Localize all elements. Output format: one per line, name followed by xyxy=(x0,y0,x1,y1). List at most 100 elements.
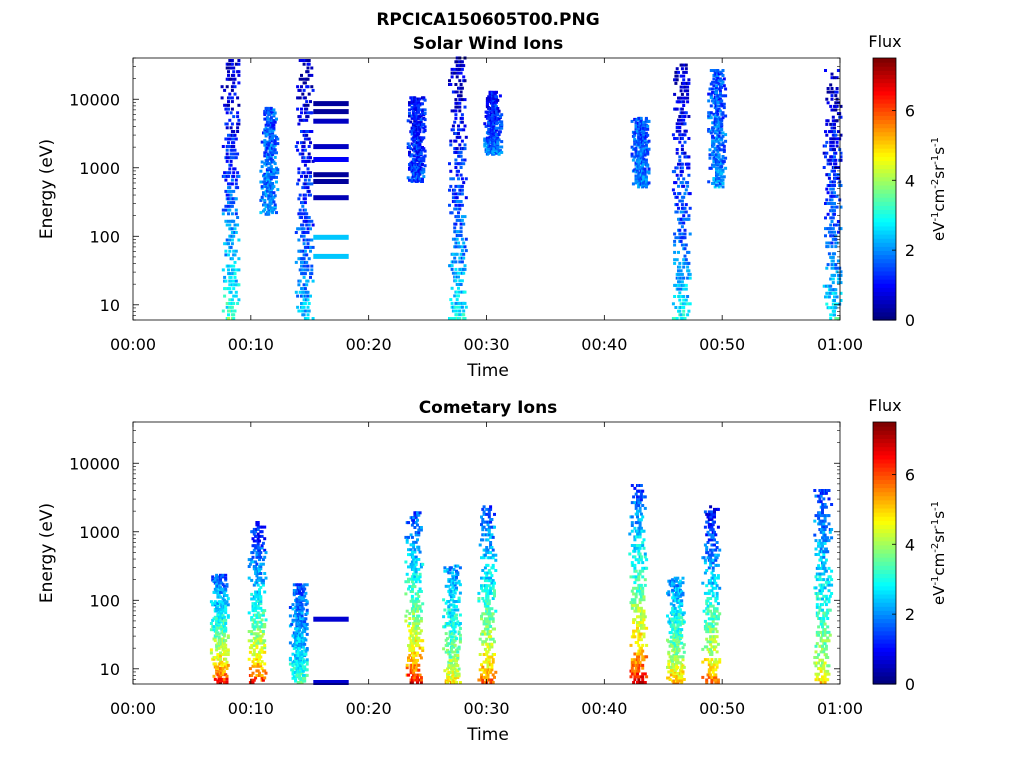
cometary-pixel xyxy=(224,646,228,650)
solar-wind-colorbar-step xyxy=(873,135,896,141)
solar-wind-pixel xyxy=(708,153,712,157)
cometary-pixel xyxy=(409,599,413,603)
cometary-pixel xyxy=(419,526,423,529)
cometary-pixel xyxy=(225,677,229,681)
cometary-pixel xyxy=(219,654,222,658)
solar-wind-pixel xyxy=(298,118,302,122)
cometary-pixel xyxy=(254,590,258,594)
solar-wind-pixel xyxy=(825,302,829,306)
cometary-pixel xyxy=(443,566,447,570)
cometary-pixel xyxy=(481,597,485,600)
cometary-pixel xyxy=(301,673,305,677)
cometary-pixel xyxy=(453,677,457,681)
cometary-pixel xyxy=(448,650,452,654)
solar-wind-pixel xyxy=(682,74,686,78)
cometary-pixel xyxy=(412,516,416,520)
solar-wind-pixel xyxy=(491,117,495,121)
cometary-pixel xyxy=(414,673,418,677)
cometary-pixel xyxy=(452,640,456,644)
cometary-pixel xyxy=(453,578,457,582)
solar-wind-pixel xyxy=(675,166,679,170)
cometary-pixel xyxy=(483,632,487,636)
solar-wind-pixel xyxy=(496,112,500,116)
cometary-pixel xyxy=(247,611,251,615)
solar-wind-pixel xyxy=(830,263,834,267)
cometary-pixel xyxy=(404,580,408,584)
cometary-pixel xyxy=(292,662,296,666)
solar-wind-pixel xyxy=(418,172,422,176)
cometary-pixel xyxy=(452,589,456,593)
solar-wind-pixel xyxy=(303,287,307,291)
solar-wind-pixel xyxy=(713,97,717,101)
cometary-pixel xyxy=(453,635,457,639)
solar-wind-pixel xyxy=(230,85,234,89)
cometary-pixel xyxy=(485,584,489,588)
cometary-pixel xyxy=(638,552,642,556)
cometary-pixel xyxy=(419,629,423,633)
cometary-pixel xyxy=(413,513,417,517)
cometary-pixel xyxy=(260,667,264,671)
cometary-pixel xyxy=(633,652,637,656)
solar-wind-pixel xyxy=(459,252,463,256)
solar-wind-pixel xyxy=(223,103,227,107)
solar-wind-pixel xyxy=(264,143,268,147)
cometary-pixel xyxy=(485,551,489,555)
cometary-pixel xyxy=(477,597,481,600)
solar-wind-pixel xyxy=(713,124,717,128)
cometary-pixel xyxy=(216,681,220,684)
cometary-pixel xyxy=(485,622,489,626)
cometary-pixel xyxy=(226,597,230,601)
solar-wind-pixel xyxy=(686,184,690,188)
cometary-pixel xyxy=(209,648,213,652)
cometary-pixel xyxy=(408,644,412,648)
solar-wind-pixel xyxy=(677,184,680,188)
cometary-pixel xyxy=(629,675,633,679)
cometary-pixel xyxy=(633,678,637,682)
cometary-pixel xyxy=(259,572,263,575)
solar-wind-pixel xyxy=(451,177,455,181)
solar-wind-colorbar-step xyxy=(873,172,896,178)
cometary-pixel xyxy=(633,635,637,639)
solar-wind-pixel xyxy=(717,185,721,189)
solar-wind-pixel xyxy=(423,112,427,115)
cometary-pixel xyxy=(633,675,637,679)
solar-wind-pixel xyxy=(232,201,236,205)
cometary-pixel xyxy=(483,589,487,593)
cometary-pixel xyxy=(256,544,260,548)
cometary-pixel xyxy=(226,648,230,652)
solar-wind-pixel xyxy=(713,156,717,160)
solar-wind-burst xyxy=(220,59,241,320)
cometary-pixel xyxy=(493,675,496,679)
cometary-pixel xyxy=(456,573,460,576)
solar-wind-pixel xyxy=(307,216,311,219)
cometary-pixel xyxy=(261,558,265,562)
solar-wind-pixel xyxy=(715,183,718,187)
cometary-pixel xyxy=(263,609,267,613)
solar-wind-pixel xyxy=(724,87,728,91)
cometary-pixel xyxy=(250,646,254,650)
solar-wind-pixel xyxy=(830,126,834,130)
cometary-pixel xyxy=(248,650,252,654)
solar-wind-pixel xyxy=(417,175,421,179)
cometary-pixel xyxy=(487,530,491,534)
solar-wind-pixel xyxy=(454,113,458,117)
cometary-pixel xyxy=(256,525,260,529)
cometary-pixel xyxy=(250,578,254,582)
solar-wind-pixel xyxy=(492,115,496,119)
solar-wind-pixel xyxy=(423,129,427,132)
solar-wind-pixel xyxy=(716,109,720,113)
solar-wind-pixel xyxy=(301,186,305,190)
solar-wind-pixel xyxy=(680,225,684,229)
cometary-pixel xyxy=(636,529,639,533)
solar-wind-pixel xyxy=(839,227,843,231)
cometary-pixel xyxy=(493,581,496,585)
cometary-pixel xyxy=(632,681,636,684)
solar-wind-pixel xyxy=(273,120,277,124)
solar-wind-pixel xyxy=(297,309,301,313)
solar-wind-burst xyxy=(448,56,468,320)
solar-wind-pixel xyxy=(269,106,273,110)
solar-wind-pixel xyxy=(488,118,492,122)
solar-wind-pixel xyxy=(234,212,238,216)
solar-wind-pixel xyxy=(638,165,642,169)
cometary-pixel xyxy=(412,540,416,544)
